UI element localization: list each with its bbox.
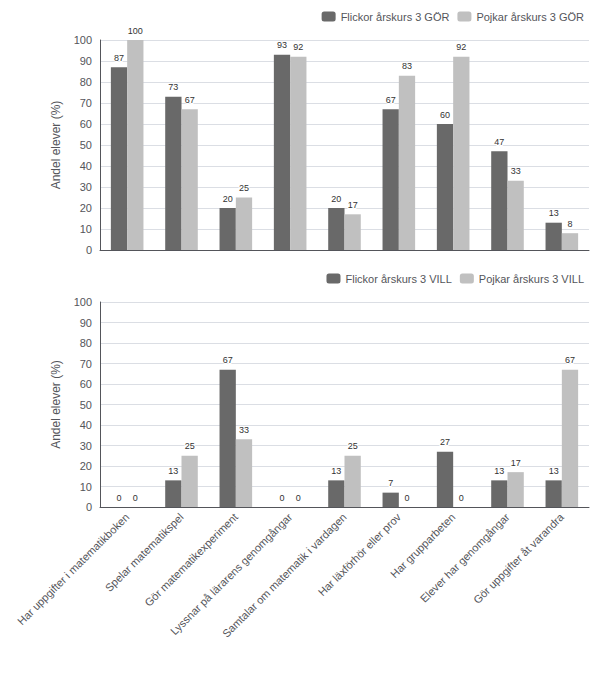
svg-text:25: 25 [348, 441, 358, 451]
svg-text:83: 83 [402, 61, 412, 71]
svg-text:25: 25 [185, 441, 195, 451]
svg-text:Samtalar om matematik i vardag: Samtalar om matematik i vardagen [219, 510, 349, 640]
svg-text:0: 0 [86, 501, 92, 513]
svg-text:60: 60 [440, 110, 450, 120]
svg-text:20: 20 [80, 460, 92, 472]
svg-text:Pojkar årskurs 3 VILL: Pojkar årskurs 3 VILL [479, 273, 584, 285]
svg-text:67: 67 [565, 355, 575, 365]
svg-text:92: 92 [293, 42, 303, 52]
svg-text:100: 100 [74, 296, 92, 308]
svg-text:25: 25 [239, 183, 249, 193]
svg-text:80: 80 [80, 76, 92, 88]
svg-text:Gör matematikexperiment: Gör matematikexperiment [142, 511, 240, 609]
svg-text:10: 10 [80, 223, 92, 235]
svg-text:80: 80 [80, 337, 92, 349]
svg-text:Flickor årskurs 3 VILL: Flickor årskurs 3 VILL [345, 273, 451, 285]
svg-text:100: 100 [74, 34, 92, 46]
svg-text:Gör uppgifter åt varandra: Gör uppgifter åt varandra [471, 510, 567, 606]
svg-text:Flickor årskurs 3 GÖR: Flickor årskurs 3 GÖR [341, 11, 450, 23]
svg-text:17: 17 [511, 458, 521, 468]
svg-text:100: 100 [128, 26, 143, 36]
svg-text:20: 20 [223, 194, 233, 204]
svg-text:0: 0 [459, 493, 464, 503]
svg-text:33: 33 [511, 166, 521, 176]
svg-text:60: 60 [80, 118, 92, 130]
svg-text:Har uppgifter i matematikboken: Har uppgifter i matematikboken [15, 511, 131, 627]
svg-text:13: 13 [549, 466, 559, 476]
svg-text:13: 13 [549, 208, 559, 218]
svg-text:0: 0 [117, 493, 122, 503]
svg-text:13: 13 [494, 466, 504, 476]
svg-text:20: 20 [331, 194, 341, 204]
svg-text:7: 7 [388, 478, 393, 488]
svg-text:73: 73 [168, 82, 178, 92]
svg-text:33: 33 [239, 425, 249, 435]
svg-text:Andel elever (%): Andel elever (%) [49, 360, 63, 449]
svg-text:50: 50 [80, 139, 92, 151]
svg-text:Andel elever (%): Andel elever (%) [49, 101, 63, 190]
svg-text:70: 70 [80, 97, 92, 109]
svg-text:93: 93 [277, 40, 287, 50]
svg-text:92: 92 [456, 42, 466, 52]
svg-text:0: 0 [86, 244, 92, 256]
svg-text:20: 20 [80, 202, 92, 214]
svg-text:0: 0 [404, 493, 409, 503]
svg-text:17: 17 [348, 200, 358, 210]
svg-text:30: 30 [80, 440, 92, 452]
svg-text:27: 27 [440, 437, 450, 447]
svg-text:50: 50 [80, 399, 92, 411]
svg-text:Har läxförhör eller prov: Har läxförhör eller prov [316, 510, 404, 598]
svg-text:10: 10 [80, 481, 92, 493]
svg-text:87: 87 [114, 53, 124, 63]
svg-text:Elever har genomgångar: Elever har genomgångar [418, 511, 512, 605]
svg-text:70: 70 [80, 358, 92, 370]
svg-text:40: 40 [80, 160, 92, 172]
svg-text:90: 90 [80, 317, 92, 329]
svg-text:13: 13 [331, 466, 341, 476]
svg-text:30: 30 [80, 181, 92, 193]
svg-text:60: 60 [80, 378, 92, 390]
svg-text:67: 67 [223, 355, 233, 365]
svg-text:8: 8 [567, 219, 572, 229]
svg-text:13: 13 [168, 466, 178, 476]
svg-text:90: 90 [80, 55, 92, 67]
svg-text:0: 0 [280, 493, 285, 503]
svg-text:0: 0 [296, 493, 301, 503]
svg-text:47: 47 [494, 137, 504, 147]
svg-text:67: 67 [185, 95, 195, 105]
svg-text:Spelar matematikspel: Spelar matematikspel [102, 510, 186, 594]
svg-text:67: 67 [386, 95, 396, 105]
svg-text:Har grupparbeten: Har grupparbeten [388, 510, 458, 581]
svg-text:Pojkar årskurs 3 GÖR: Pojkar årskurs 3 GÖR [476, 11, 584, 23]
svg-text:Lyssnar på lärarens genomgånga: Lyssnar på lärarens genomgångar [168, 511, 295, 638]
svg-text:0: 0 [133, 493, 138, 503]
svg-text:40: 40 [80, 419, 92, 431]
